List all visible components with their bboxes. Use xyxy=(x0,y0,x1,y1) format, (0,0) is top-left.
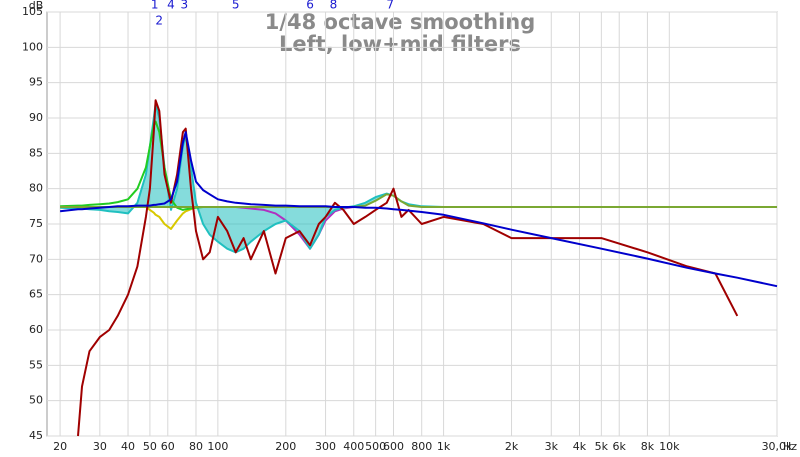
x-tick-label: 300 xyxy=(315,440,336,453)
x-tick-label: 600 xyxy=(383,440,404,453)
y-tick-label: 70 xyxy=(29,252,43,265)
filter-label: 5 xyxy=(232,0,240,12)
x-tick-label: 500 xyxy=(365,440,386,453)
x-tick-label: 800 xyxy=(411,440,432,453)
y-tick-label: 80 xyxy=(29,182,43,195)
y-tick-label: 90 xyxy=(29,111,43,124)
chart-title: 1/48 octave smoothing xyxy=(265,10,536,34)
x-tick-label: 1k xyxy=(437,440,451,453)
x-tick-label: 400 xyxy=(343,440,364,453)
x-tick-label: 3k xyxy=(545,440,559,453)
y-tick-label: 55 xyxy=(29,358,43,371)
x-tick-label: 30,0k xyxy=(762,440,793,453)
filter-label: 4 xyxy=(167,0,175,12)
x-tick-label: 8k xyxy=(641,440,655,453)
y-tick-label: 50 xyxy=(29,394,43,407)
series-line xyxy=(77,99,739,437)
x-tick-label: 4k xyxy=(573,440,587,453)
x-tick-label: 10k xyxy=(659,440,680,453)
x-tick-label: 5k xyxy=(595,440,609,453)
series-line xyxy=(59,131,778,288)
series-line xyxy=(235,206,354,250)
y-tick-label: 105 xyxy=(22,5,43,18)
series-line xyxy=(60,120,204,211)
x-unit: Hz xyxy=(783,440,797,453)
x-tick-label: 60 xyxy=(161,440,175,453)
y-tick-label: 85 xyxy=(29,146,43,159)
y-tick-label: 65 xyxy=(29,288,43,301)
filter-label: 3 xyxy=(180,0,188,12)
filter-label: 6 xyxy=(306,0,314,12)
x-tick-label: 50 xyxy=(143,440,157,453)
series-line xyxy=(60,193,777,208)
y-tick-label: 45 xyxy=(29,429,43,442)
x-tick-label: 80 xyxy=(189,440,203,453)
x-tick-label: 6k xyxy=(613,440,627,453)
filter-area xyxy=(60,103,778,253)
filter-label: 8 xyxy=(330,0,338,12)
x-tick-label: 2k xyxy=(505,440,519,453)
filter-label: 1 xyxy=(151,0,159,12)
y-tick-label: 95 xyxy=(29,76,43,89)
y-tick-label: 100 xyxy=(22,40,43,53)
x-tick-label: 30 xyxy=(93,440,107,453)
y-unit: dB xyxy=(29,0,44,12)
x-tick-label: 40 xyxy=(121,440,135,453)
chart-subtitle: Left, low+mid filters xyxy=(279,32,521,56)
filter-label: 7 xyxy=(386,0,394,12)
y-tick-label: 60 xyxy=(29,323,43,336)
x-tick-label: 200 xyxy=(275,440,296,453)
series-line xyxy=(145,206,197,230)
x-tick-label: 100 xyxy=(207,440,228,453)
y-tick-label: 75 xyxy=(29,217,43,230)
x-tick-label: 20 xyxy=(53,440,67,453)
filter-label: 2 xyxy=(155,14,163,28)
